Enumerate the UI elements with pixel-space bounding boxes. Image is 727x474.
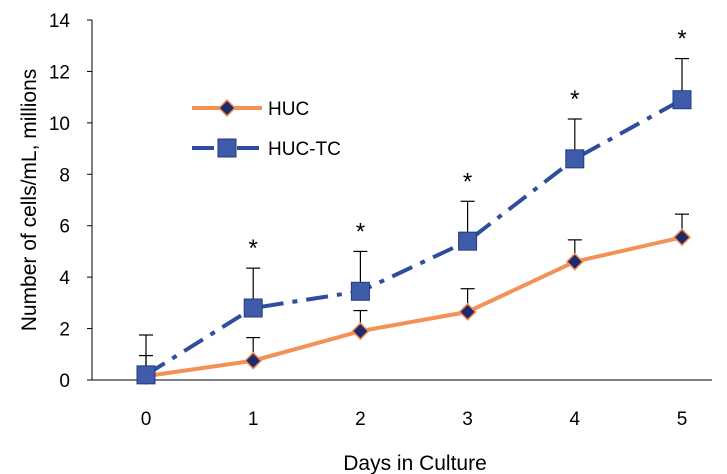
legend-label-huc: HUC [268,99,309,120]
y-tick-label: 0 [59,371,70,392]
series-line-huc [145,235,683,379]
y-tick-label: 2 [59,320,70,341]
point-huc-tc-5 [672,90,692,110]
significance-annotations: * * * * * [249,26,687,263]
point-huc-4 [565,252,584,271]
significance-mark: * [463,168,472,195]
legend-label-huc-tc: HUC-TC [268,139,341,160]
x-tick-label: 2 [355,409,366,430]
y-tick-label: 12 [49,62,70,83]
significance-mark: * [249,235,258,262]
point-huc-tc-3 [458,231,478,251]
legend-marker-huc [217,98,237,118]
point-huc-tc-2 [350,281,370,301]
data-markers [136,90,692,386]
significance-mark: * [356,218,365,245]
point-huc-tc-1 [243,298,263,318]
x-axis-label: Days in Culture [343,452,487,474]
x-tick-label: 5 [677,409,688,430]
point-huc-tc-0 [136,365,156,385]
series-line-huc-tc [144,97,683,377]
point-huc-1 [244,351,263,370]
x-tick-label: 0 [141,409,152,430]
y-tick-label: 8 [59,165,70,186]
legend: HUC HUC-TC [192,98,341,160]
point-huc-tc-4 [565,149,585,169]
x-tick-label: 4 [570,409,581,430]
series-lines [144,97,683,379]
x-tick-label: 3 [462,409,473,430]
y-axis-label: Number of cells/mL, millions [18,69,41,332]
y-tick-label: 10 [49,114,70,135]
point-huc-5 [672,228,692,247]
y-tick-label: 6 [59,217,70,238]
point-huc-2 [351,322,370,341]
significance-mark: * [570,86,579,113]
point-huc-3 [458,302,477,321]
y-tick-label: 4 [59,268,70,289]
significance-mark: * [677,26,686,53]
legend-marker-huc-tc [217,138,237,158]
x-tick-label: 1 [248,409,259,430]
y-tick-label: 14 [49,11,71,32]
